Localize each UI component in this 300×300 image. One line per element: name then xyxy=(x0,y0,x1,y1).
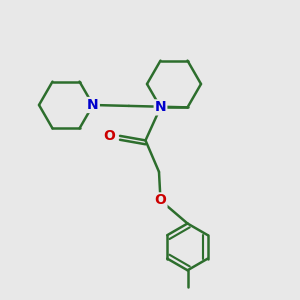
Text: O: O xyxy=(103,129,116,143)
Text: N: N xyxy=(87,98,99,112)
Text: N: N xyxy=(155,100,166,114)
Text: O: O xyxy=(154,194,166,207)
